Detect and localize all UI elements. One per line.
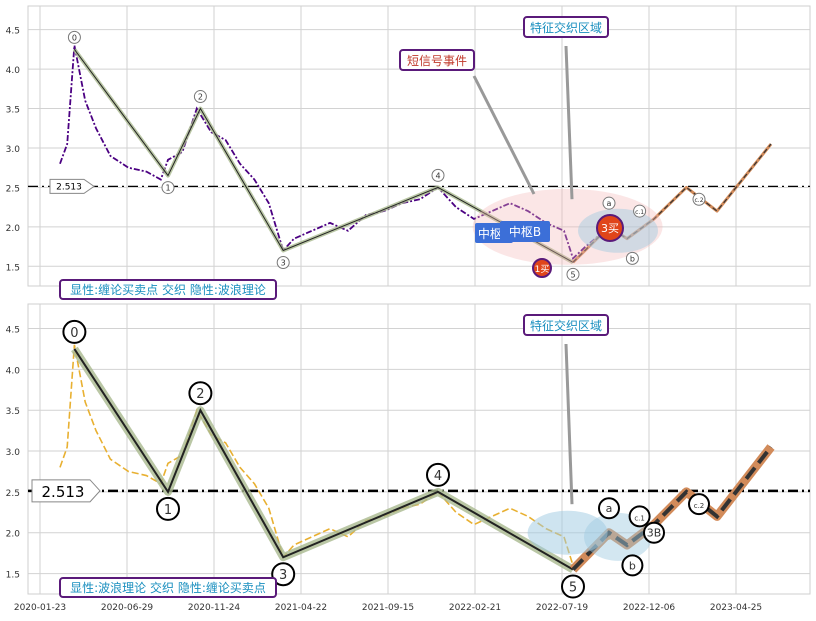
y-tick-label: 4.5	[6, 326, 20, 336]
sub-wave-a: a	[598, 497, 620, 520]
y-tick-label: 3.5	[6, 106, 20, 116]
wave-line	[73, 348, 574, 571]
sub-wave-b: b	[621, 554, 644, 577]
wave-point-label: 2	[196, 387, 204, 402]
wave-point-5: 5	[566, 267, 580, 281]
y-tick-label: 3.0	[6, 448, 21, 458]
sub-wave-c.1: c.1	[628, 505, 651, 528]
interweave-region	[472, 188, 663, 265]
support-arrow: 2.513	[49, 178, 95, 194]
annotation-arrow	[564, 45, 574, 200]
wave-point-label: 4	[435, 171, 440, 180]
annotation-arrow	[564, 343, 574, 505]
wave-point-label: 5	[570, 270, 575, 279]
sub-wave-3B: 3B	[643, 521, 665, 544]
support-arrow: 2.513	[31, 479, 101, 503]
svg-text:中枢B: 中枢B	[509, 224, 541, 239]
wave-point-0: 0	[62, 319, 87, 344]
sub-wave-a: a	[602, 196, 616, 210]
x-tick-label: 2022-12-06	[623, 603, 676, 613]
x-tick-label: 2020-01-23	[14, 603, 66, 613]
sub-wave-label: a	[606, 502, 613, 515]
short-signal-box: 短信号事件	[399, 49, 475, 71]
y-tick-label: 1.5	[6, 571, 20, 581]
wave-point-1: 1	[156, 496, 180, 521]
y-tick-label: 2.0	[6, 530, 21, 540]
sub-wave-label: b	[630, 254, 635, 263]
svg-text:3买: 3买	[601, 222, 619, 235]
x-tick-label: 2020-06-29	[101, 603, 154, 613]
x-tick-label: 2022-07-19	[536, 603, 589, 613]
sub-wave-c.2: c.2	[688, 493, 710, 516]
y-tick-label: 2.5	[6, 489, 20, 499]
svg-text:特征交织区域: 特征交织区域	[530, 318, 602, 333]
wave-point-label: 3	[279, 568, 287, 583]
price-series	[59, 344, 619, 567]
wave-point-label: 0	[70, 326, 78, 341]
buy-1-marker: 1买	[532, 258, 552, 278]
wave-point-label: 1	[164, 503, 172, 518]
wave-point-0: 0	[67, 30, 81, 44]
x-tick-label: 2021-09-15	[362, 603, 414, 613]
x-tick-label: 2020-11-24	[188, 603, 241, 613]
x-tick-label: 2021-04-22	[275, 603, 327, 613]
wave-point-label: 2	[198, 93, 203, 102]
y-tick-label: 2.0	[6, 224, 21, 234]
price-series	[59, 45, 619, 261]
top-panel-label: 显性:缠论买卖点 交织 隐性:波浪理论	[59, 279, 277, 300]
zs-b-label: 中枢B	[500, 221, 550, 242]
sub-wave-label: c.1	[635, 209, 644, 216]
interweave-region	[527, 510, 608, 555]
wave-point-label: 3	[281, 259, 286, 268]
wave-point-label: 4	[434, 469, 442, 484]
buy-3-marker: 3买	[596, 214, 624, 242]
sub-wave-c.2: c.2	[692, 192, 706, 206]
support-label: 2.513	[42, 483, 85, 501]
svg-text:显性:波浪理论 交织 隐性:缠论买卖点: 显性:波浪理论 交织 隐性:缠论买卖点	[70, 580, 266, 595]
wave-point-1: 1	[161, 181, 175, 195]
sub-wave-label: 3B	[647, 527, 662, 540]
y-tick-label: 1.5	[6, 263, 20, 273]
wave-point-label: 5	[569, 580, 577, 595]
wave-point-3: 3	[271, 562, 296, 587]
bottom-panel-label: 显性:波浪理论 交织 隐性:缠论买卖点	[59, 577, 277, 598]
svg-text:显性:缠论买卖点 交织 隐性:波浪理论: 显性:缠论买卖点 交织 隐性:波浪理论	[70, 282, 266, 297]
y-tick-label: 3.0	[6, 145, 21, 155]
feature-interweave-box-bottom: 特征交织区域	[523, 314, 609, 336]
svg-text:1买: 1买	[535, 264, 550, 275]
sub-wave-label: c.2	[694, 502, 705, 510]
svg-text:特征交织区域: 特征交织区域	[530, 20, 602, 35]
x-tick-label: 2022-02-21	[449, 603, 501, 613]
sub-wave-label: b	[629, 559, 636, 572]
wave-point-label: 1	[165, 184, 170, 193]
wave-point-label: 0	[72, 33, 77, 42]
sub-wave-c.1: c.1	[633, 204, 647, 218]
sub-wave-label: c.2	[694, 197, 703, 204]
support-label: 2.513	[56, 182, 82, 192]
x-tick-label: 2023-04-25	[710, 603, 762, 613]
y-tick-label: 4.5	[6, 27, 20, 37]
sub-wave-label: c.1	[634, 514, 645, 522]
y-tick-label: 4.0	[6, 66, 21, 76]
wave-point-4: 4	[426, 462, 450, 487]
y-tick-label: 2.5	[6, 184, 20, 194]
sub-wave-label: a	[607, 199, 612, 208]
svg-text:短信号事件: 短信号事件	[407, 54, 467, 68]
bottom-panel-frame	[27, 303, 811, 595]
wave-point-4: 4	[431, 168, 445, 182]
short-signal-arrow	[472, 75, 536, 195]
sub-wave-b: b	[625, 251, 639, 265]
wave-point-2: 2	[193, 90, 207, 104]
y-tick-label: 4.0	[6, 366, 21, 376]
feature-interweave-box-top: 特征交织区域	[523, 16, 609, 38]
wave-point-2: 2	[188, 381, 213, 406]
y-tick-label: 3.5	[6, 407, 20, 417]
wave-point-5: 5	[561, 574, 585, 599]
wave-line	[73, 49, 574, 263]
wave-point-3: 3	[276, 256, 290, 270]
